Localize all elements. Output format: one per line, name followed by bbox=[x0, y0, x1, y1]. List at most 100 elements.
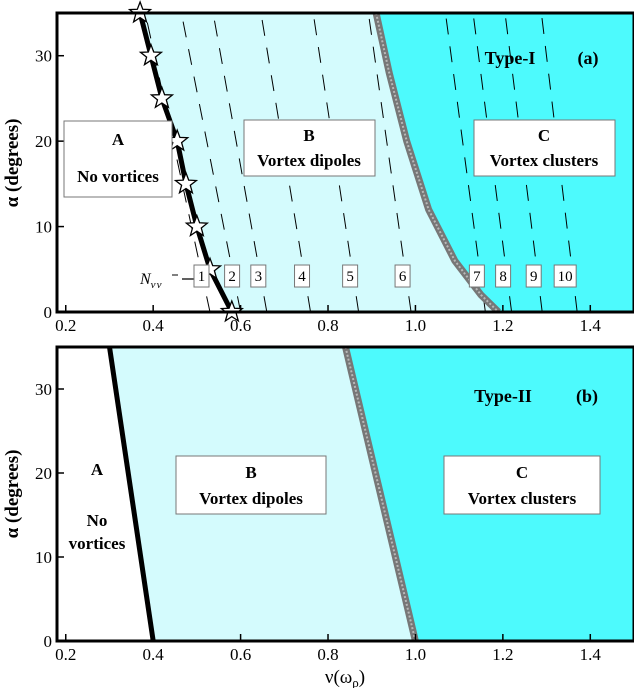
panel-b-title: Type-II bbox=[474, 386, 532, 406]
x-tick-label: 0.8 bbox=[317, 645, 338, 664]
panel-a-frame bbox=[55, 11, 634, 314]
panel-a-region-B-label: B Vortex dipoles bbox=[243, 119, 376, 177]
contour-label-text: 4 bbox=[298, 269, 306, 285]
x-tick-label: 1.0 bbox=[405, 316, 426, 335]
x-tick-label: 0.6 bbox=[230, 316, 251, 335]
contour-label-box bbox=[553, 264, 577, 288]
contour-line-3 bbox=[212, 13, 268, 312]
x-tick-label: 0.2 bbox=[55, 316, 76, 335]
y-tick-label: 10 bbox=[35, 548, 52, 567]
contour-label-5: 5 bbox=[342, 264, 359, 288]
panel-a-boundary-BC-texture bbox=[375, 13, 500, 312]
panel-a-region-C-letter: C bbox=[538, 126, 550, 145]
contour-label-box bbox=[394, 264, 411, 288]
x-tick-label: 1.4 bbox=[580, 316, 602, 335]
panel-b-x-ticks: 0.2 0.4 0.6 0.8 1.0 1.2 1.4 bbox=[55, 634, 601, 664]
panel-b-region-A-letter: A bbox=[91, 460, 104, 479]
panel-b-region-A-name-line2: vortices bbox=[69, 534, 126, 553]
y-tick-label: 0 bbox=[44, 632, 53, 651]
panel-a-region-C-label: C Vortex clusters bbox=[473, 119, 616, 177]
contour-label-box bbox=[224, 264, 241, 288]
x-tick-label: 1.2 bbox=[492, 645, 513, 664]
x-tick-label: 1.0 bbox=[405, 645, 426, 664]
panel-b-region-B-letter: B bbox=[245, 463, 256, 482]
y-tick-label: 30 bbox=[35, 47, 52, 66]
panel-a: 0.2 0.4 0.6 0.8 1.0 1.2 1.4 0 10 20 30 α (degrees… bbox=[2, 0, 634, 335]
panel-b-x-axis-label: ν(ωρ) bbox=[325, 667, 365, 688]
x-tick-label: 0.2 bbox=[55, 645, 76, 664]
x-tick-label: 1.4 bbox=[580, 645, 602, 664]
contour-line-2 bbox=[180, 13, 242, 312]
contour-label-text: 8 bbox=[499, 269, 507, 285]
contour-label-box bbox=[525, 264, 542, 288]
x-tick-label: 1.2 bbox=[492, 316, 513, 335]
y-tick-label: 20 bbox=[35, 464, 52, 483]
x-tick-label: 0.6 bbox=[230, 645, 251, 664]
panel-a-region-B-letter: B bbox=[303, 126, 314, 145]
contour-label-text: 2 bbox=[228, 269, 236, 285]
panel-b-region-B-name: Vortex dipoles bbox=[199, 489, 303, 508]
contour-label-4: 4 bbox=[294, 264, 311, 288]
star-marker bbox=[173, 171, 199, 195]
panel-a-region-C-name: Vortex clusters bbox=[490, 151, 599, 170]
panel-a-region-B-name: Vortex dipoles bbox=[257, 151, 361, 170]
y-tick-label: 0 bbox=[44, 303, 53, 322]
x-tick-label: 0.4 bbox=[143, 645, 165, 664]
contour-label-box bbox=[250, 264, 267, 288]
star-marker bbox=[149, 85, 175, 109]
contour-label-3: 3 bbox=[250, 264, 267, 288]
panel-b-region-C-name: Vortex clusters bbox=[468, 489, 577, 508]
panel-b-boundary-BC bbox=[342, 347, 419, 641]
panel-a-region-A-label: A No vortices bbox=[63, 120, 173, 198]
panel-a-region-A-name: No vortices bbox=[77, 167, 159, 186]
panel-a-region-A-letter: A bbox=[112, 130, 125, 149]
contour-label-text: 7 bbox=[473, 269, 481, 285]
contour-label-text: 1 bbox=[198, 269, 206, 285]
contour-label-box bbox=[468, 264, 485, 288]
panel-a-contour-labels: 1 2 3 4 5 6 7 8 9 10 bbox=[193, 264, 577, 288]
contour-label-10: 10 bbox=[553, 264, 577, 288]
contour-label-text: 6 bbox=[399, 269, 407, 285]
panel-b-region-A-label: A No vortices bbox=[69, 460, 126, 553]
panel-a-y-axis-label: α (degrees) bbox=[2, 119, 23, 208]
panel-b-panel-label: (b) bbox=[576, 386, 598, 407]
star-marker bbox=[184, 213, 210, 238]
panel-a-title: Type-I bbox=[485, 48, 536, 68]
x-tick-label: 0.8 bbox=[317, 316, 338, 335]
contour-label-2: 2 bbox=[224, 264, 241, 288]
panel-b-region-C-label: C Vortex clusters bbox=[443, 455, 601, 515]
panel-b-y-ticks: 0 10 20 30 bbox=[35, 380, 64, 651]
contour-line-6 bbox=[367, 13, 412, 312]
contour-label-9: 9 bbox=[525, 264, 542, 288]
panel-b-boundary-AB bbox=[107, 347, 156, 641]
panel-b-y-axis-label: α (degrees) bbox=[2, 450, 23, 539]
panel-b-frame bbox=[55, 345, 634, 643]
contour-line-7 bbox=[444, 13, 486, 312]
y-tick-label: 30 bbox=[35, 380, 52, 399]
contour-label-box bbox=[294, 264, 311, 288]
contour-label-7: 7 bbox=[468, 264, 485, 288]
panel-b-region-C-letter: C bbox=[516, 463, 528, 482]
contour-label-8: 8 bbox=[495, 264, 512, 288]
contour-label-6: 6 bbox=[394, 264, 411, 288]
contour-label-box bbox=[193, 264, 210, 288]
contour-label-text: 3 bbox=[255, 269, 263, 285]
star-marker bbox=[138, 42, 164, 67]
contour-label-text: 10 bbox=[558, 269, 573, 285]
panel-b-region-A-fill bbox=[57, 347, 154, 641]
panel-b-region-A-name-line1: No bbox=[87, 511, 108, 530]
panel-b-region-B-label: B Vortex dipoles bbox=[175, 455, 327, 515]
panel-b: 0.2 0.4 0.6 0.8 1.0 1.2 1.4 0 10 20 30 α (degrees… bbox=[2, 345, 634, 688]
x-tick-label: 0.4 bbox=[143, 316, 165, 335]
contour-label-text: 9 bbox=[530, 269, 538, 285]
contour-label-text: 5 bbox=[346, 269, 354, 285]
panel-a-y-ticks: 0 10 20 30 bbox=[35, 47, 64, 322]
contour-label-1: 1 bbox=[193, 264, 210, 288]
contour-label-box bbox=[495, 264, 512, 288]
contour-label-box bbox=[342, 264, 359, 288]
panel-a-panel-label: (a) bbox=[578, 48, 599, 69]
panel-a-x-ticks: 0.2 0.4 0.6 0.8 1.0 1.2 1.4 bbox=[55, 305, 601, 335]
y-tick-label: 20 bbox=[35, 132, 52, 151]
panel-a-boundary-AB bbox=[137, 13, 235, 312]
